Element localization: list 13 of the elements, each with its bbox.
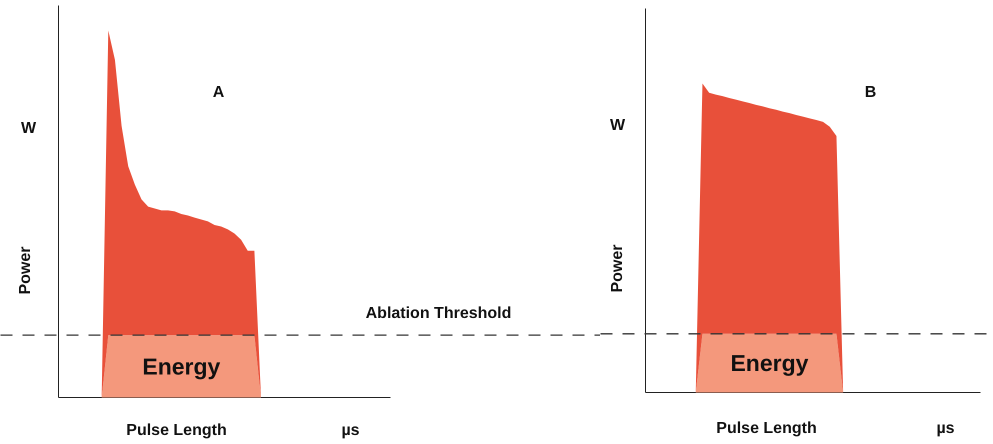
chart-title: B: [864, 84, 876, 101]
text: µs: [936, 420, 955, 437]
y-axis-title: Power: [609, 244, 626, 293]
x-axis-title: Pulse Length: [126, 422, 227, 439]
y-axis-title: Power: [17, 246, 34, 295]
ref-line-label: Ablation Threshold: [366, 305, 512, 322]
text: W: [610, 117, 626, 134]
text: A: [212, 84, 225, 101]
series-label: Energy: [730, 350, 809, 376]
x-axis-title: Pulse Length: [716, 420, 817, 437]
series-label: Energy: [142, 353, 221, 380]
text: µs: [341, 422, 360, 439]
text: W: [20, 120, 37, 137]
